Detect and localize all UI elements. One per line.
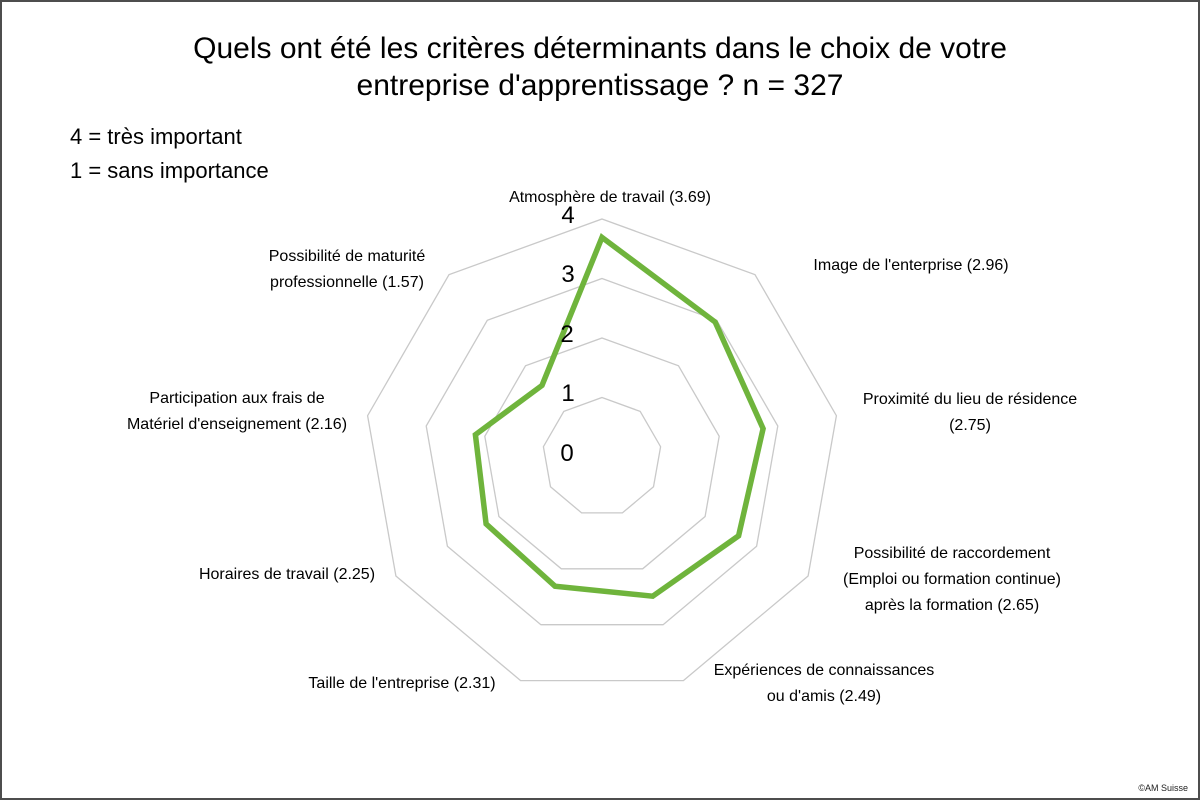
grid-ring-4 [366,218,838,682]
axis-label-experiences-connaissances: Expériences de connaissances ou d'amis (… [713,662,935,705]
axis-label-possibilite-raccordement: Possibilité de raccordement (Emploi ou f… [843,545,1061,614]
radial-tick-4: 4 [561,202,575,229]
radial-tick-3: 3 [561,261,575,288]
chart-title: Quels ont été les critères déterminants … [193,32,1007,102]
axis-label-proximite-residence: Proximité du lieu de résidence (2.75) [862,391,1078,434]
radial-tick-1: 1 [561,380,575,407]
grid-ring-3 [425,277,779,626]
axis-label-horaires-travail: Horaires de travail (2.25) [198,566,376,583]
scale-legend: 4 = très important 1 = sans importance [70,120,269,188]
radial-tick-2: 2 [560,321,574,348]
axis-label-atmosphere-travail: Atmosphère de travail (3.69) [509,189,711,206]
grid-ring-2 [484,337,720,570]
grid-ring-1 [542,396,662,514]
series-line [472,233,766,600]
axis-label-maturite-professionnelle: Possibilité de maturité professionnelle … [268,248,426,291]
axis-label-image-enterprise: Image de l'enterprise (2.96) [813,257,1009,274]
axis-label-taille-entreprise: Taille de l'entreprise (2.31) [308,675,496,692]
scale-legend-max: 4 = très important [70,124,242,149]
radial-tick-0: 0 [560,440,574,467]
copyright-text: ©AM Suisse [1138,783,1188,793]
scale-legend-min: 1 = sans importance [70,158,269,183]
axis-label-participation-frais: Participation aux frais de Matériel d'en… [126,390,348,433]
